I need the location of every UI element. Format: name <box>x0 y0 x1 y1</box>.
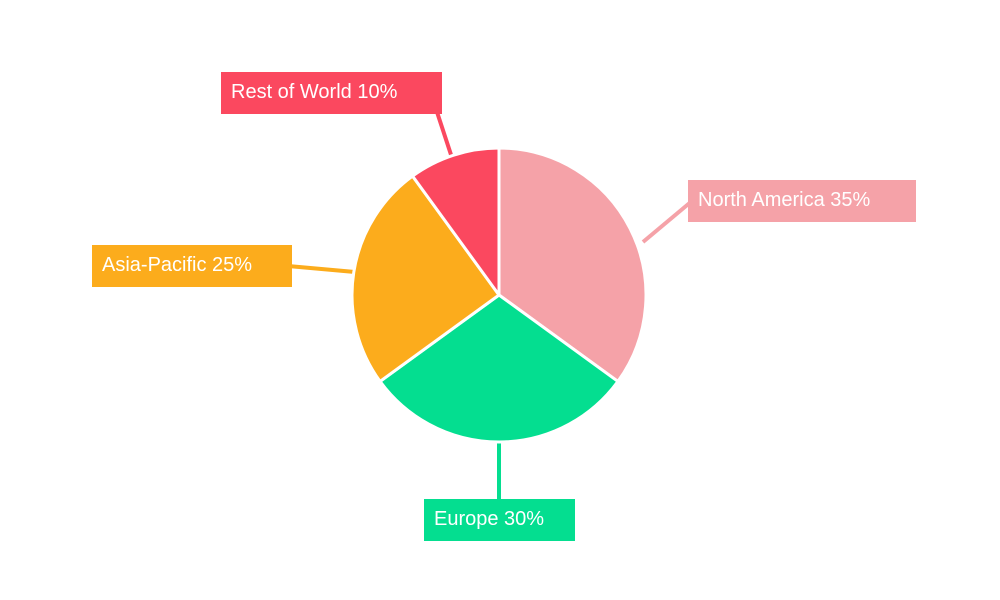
pie-label-asia-pacific[interactable]: Asia-Pacific 25% <box>92 245 292 287</box>
pie-slices <box>350 146 648 444</box>
pie-slice-asia-pacific[interactable] <box>350 174 501 383</box>
pie-label-rest-of-world[interactable]: Rest of World 10% <box>221 72 442 114</box>
pie-label-europe[interactable]: Europe 30% <box>424 499 575 541</box>
pie-slice-rest-of-world[interactable] <box>411 146 501 297</box>
pie-slice-europe[interactable] <box>378 293 620 444</box>
leader-line-asia-pacific <box>287 264 356 274</box>
pie-label-north-america[interactable]: North America 35% <box>688 180 916 222</box>
pie-slice-north-america[interactable] <box>497 146 648 383</box>
leader-line-north-america <box>641 199 694 244</box>
